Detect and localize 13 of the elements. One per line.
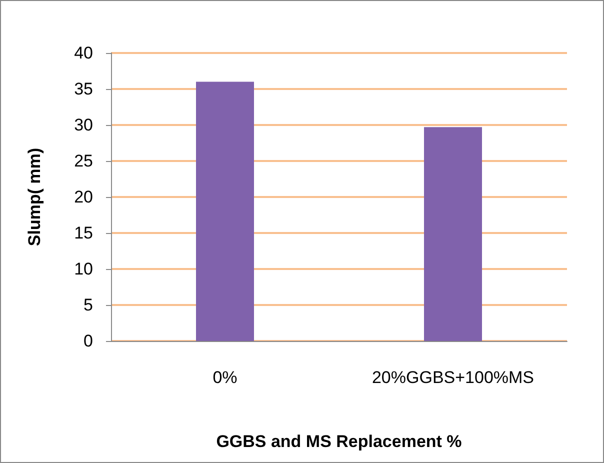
y-tick-label: 40 [74,44,93,62]
y-tick-label: 30 [74,116,93,134]
y-tick-label: 35 [74,80,93,98]
y-tick-label: 25 [74,152,93,170]
x-tick-label: 20%GGBS+100%MS [372,368,534,387]
y-tick-label: 5 [84,296,93,314]
y-tick-label: 15 [74,224,93,242]
y-tick-label: 20 [74,188,93,206]
x-tick-label: 0% [212,368,238,387]
y-tick-label: 10 [74,260,93,278]
y-tick-label: 0 [84,332,93,350]
y-axis-title: Slump( mm) [25,148,44,246]
x-axis-title: GGBS and MS Replacement % [216,432,462,451]
